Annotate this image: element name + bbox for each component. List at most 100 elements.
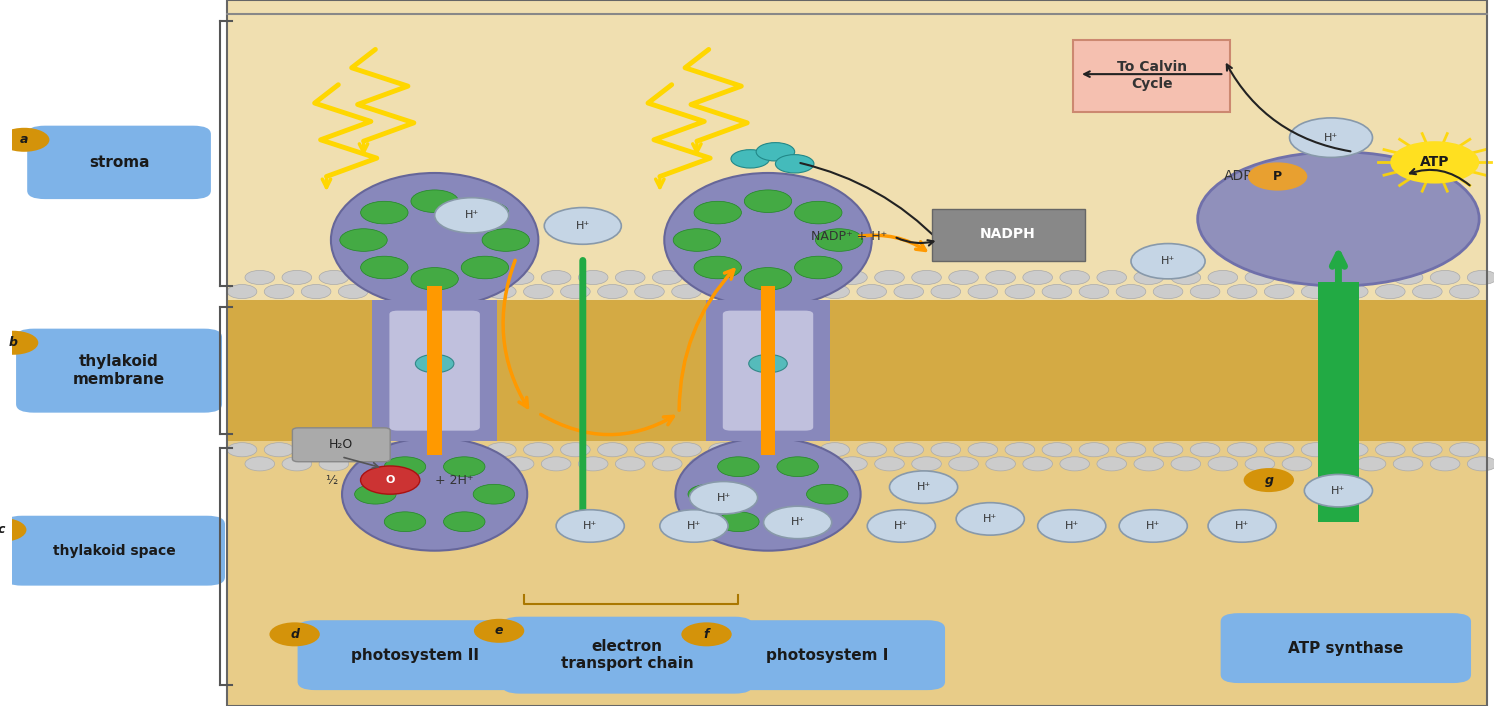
Circle shape — [1243, 468, 1294, 492]
Circle shape — [708, 285, 738, 299]
Circle shape — [807, 484, 849, 504]
Text: thylakoid
membrane: thylakoid membrane — [73, 354, 166, 387]
Circle shape — [1282, 270, 1312, 285]
Circle shape — [695, 201, 741, 224]
Circle shape — [1449, 443, 1479, 457]
Text: H⁺: H⁺ — [465, 210, 478, 220]
Circle shape — [356, 270, 385, 285]
Circle shape — [1449, 285, 1479, 299]
Circle shape — [302, 285, 332, 299]
Bar — [372, 300, 498, 441]
FancyBboxPatch shape — [710, 621, 946, 690]
Ellipse shape — [675, 438, 861, 551]
Circle shape — [1467, 457, 1494, 471]
Bar — [1318, 282, 1360, 522]
Bar — [705, 300, 831, 441]
Circle shape — [674, 229, 720, 251]
Circle shape — [1412, 443, 1442, 457]
Text: photosystem I: photosystem I — [766, 647, 889, 663]
Circle shape — [375, 443, 405, 457]
Circle shape — [1023, 457, 1052, 471]
Circle shape — [763, 506, 832, 539]
Circle shape — [1097, 270, 1126, 285]
Circle shape — [931, 443, 961, 457]
Circle shape — [820, 443, 850, 457]
Circle shape — [360, 256, 408, 279]
Text: electron
transport chain: electron transport chain — [560, 639, 693, 671]
Circle shape — [949, 270, 979, 285]
Circle shape — [838, 457, 868, 471]
Circle shape — [556, 510, 624, 542]
Circle shape — [660, 510, 728, 542]
Text: stroma: stroma — [88, 155, 149, 170]
Circle shape — [360, 466, 420, 494]
Circle shape — [1198, 152, 1479, 286]
Circle shape — [1134, 270, 1164, 285]
Circle shape — [801, 457, 831, 471]
Text: H⁺: H⁺ — [1236, 521, 1249, 531]
Text: H₂O: H₂O — [329, 438, 354, 451]
Circle shape — [450, 285, 480, 299]
Circle shape — [1023, 270, 1052, 285]
Text: H⁺: H⁺ — [790, 517, 805, 527]
Text: H⁺: H⁺ — [895, 521, 908, 531]
Circle shape — [487, 443, 515, 457]
Circle shape — [746, 285, 775, 299]
Circle shape — [0, 128, 49, 152]
Bar — [227, 0, 1487, 706]
Circle shape — [1430, 270, 1460, 285]
Text: ATP synthase: ATP synthase — [1288, 640, 1403, 656]
Circle shape — [1264, 285, 1294, 299]
Circle shape — [820, 285, 850, 299]
Circle shape — [1227, 443, 1256, 457]
Text: O: O — [385, 475, 394, 485]
Circle shape — [1209, 510, 1276, 542]
Circle shape — [616, 457, 645, 471]
Circle shape — [672, 443, 701, 457]
Circle shape — [763, 270, 793, 285]
Text: H⁺: H⁺ — [1161, 256, 1176, 266]
Circle shape — [653, 270, 683, 285]
Circle shape — [430, 270, 460, 285]
Circle shape — [264, 285, 294, 299]
Circle shape — [731, 150, 769, 168]
Circle shape — [360, 201, 408, 224]
Text: ADP+: ADP+ — [1224, 169, 1264, 184]
Circle shape — [695, 256, 741, 279]
Circle shape — [949, 457, 979, 471]
Circle shape — [1079, 285, 1109, 299]
Text: H⁺: H⁺ — [687, 521, 701, 531]
Text: ½: ½ — [324, 474, 338, 486]
Text: H⁺: H⁺ — [583, 521, 598, 531]
Circle shape — [1357, 270, 1386, 285]
Circle shape — [893, 443, 923, 457]
Circle shape — [783, 285, 813, 299]
Circle shape — [450, 443, 480, 457]
Circle shape — [1339, 443, 1369, 457]
Circle shape — [1339, 285, 1369, 299]
Circle shape — [356, 457, 385, 471]
Circle shape — [717, 457, 759, 477]
Circle shape — [986, 457, 1016, 471]
Circle shape — [616, 270, 645, 285]
Circle shape — [968, 443, 998, 457]
Circle shape — [748, 354, 787, 373]
Circle shape — [775, 155, 814, 173]
Circle shape — [1038, 510, 1106, 542]
Circle shape — [816, 229, 864, 251]
Text: H⁺: H⁺ — [1065, 521, 1079, 531]
Circle shape — [412, 443, 442, 457]
Circle shape — [578, 270, 608, 285]
Circle shape — [1301, 285, 1331, 299]
Text: H⁺: H⁺ — [916, 482, 931, 492]
Circle shape — [1119, 510, 1188, 542]
Circle shape — [1245, 457, 1274, 471]
Circle shape — [1059, 457, 1089, 471]
Circle shape — [560, 443, 590, 457]
FancyBboxPatch shape — [1073, 40, 1230, 112]
Circle shape — [245, 270, 275, 285]
Text: H⁺: H⁺ — [1331, 486, 1346, 496]
Circle shape — [1227, 285, 1256, 299]
Circle shape — [689, 481, 757, 514]
Circle shape — [1376, 285, 1404, 299]
